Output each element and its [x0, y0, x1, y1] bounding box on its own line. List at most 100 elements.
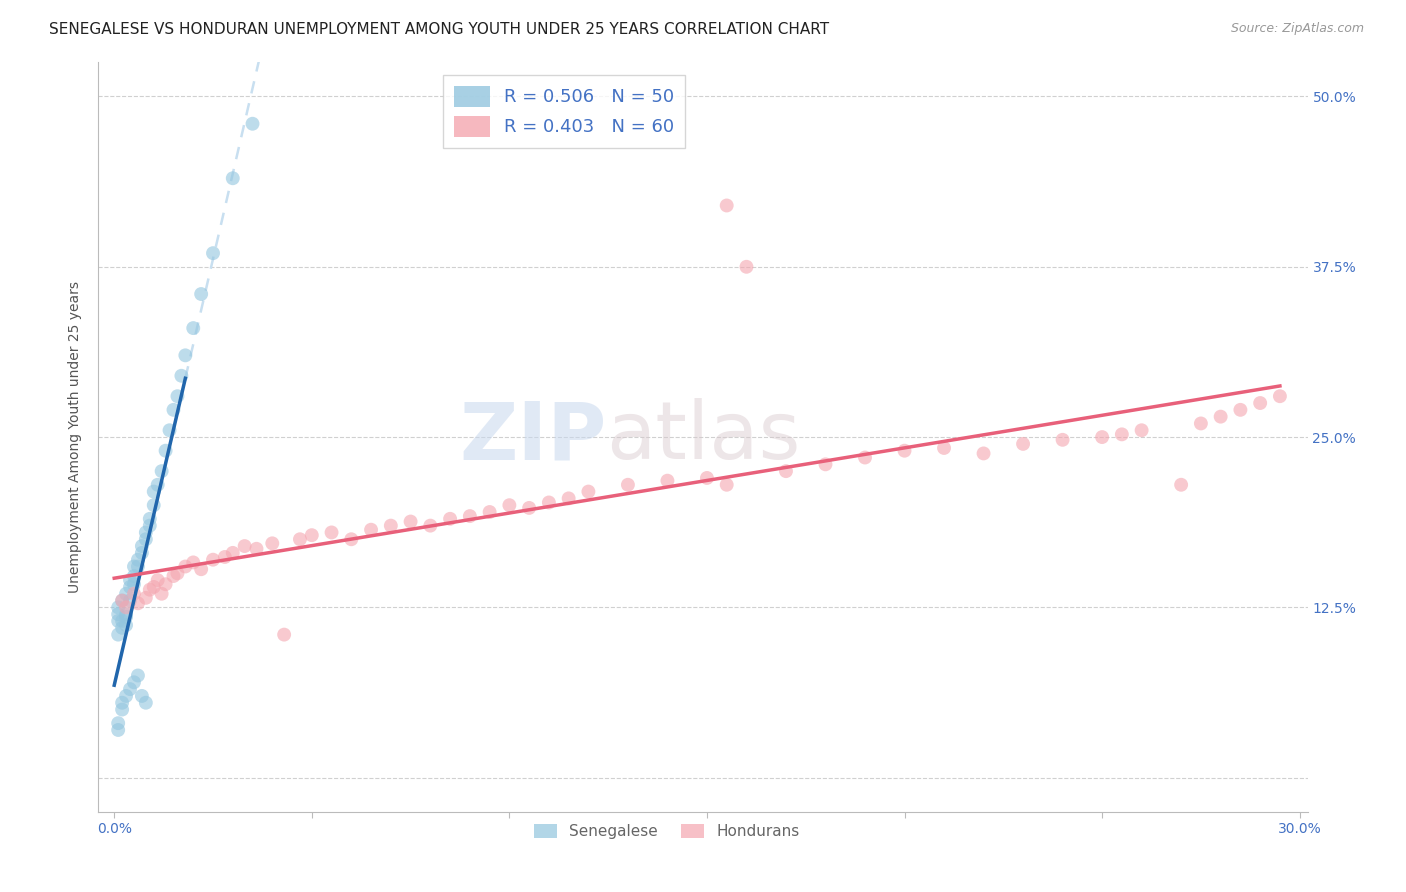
- Point: [107, 723, 129, 737]
- Point: [775, 464, 797, 478]
- Point: [111, 696, 134, 710]
- Point: [135, 696, 157, 710]
- Point: [127, 552, 149, 566]
- Legend: Senegalese, Hondurans: Senegalese, Hondurans: [529, 818, 806, 846]
- Point: [1091, 430, 1114, 444]
- Point: [150, 587, 173, 601]
- Point: [107, 600, 129, 615]
- Point: [1229, 402, 1251, 417]
- Point: [1209, 409, 1232, 424]
- Point: [557, 491, 579, 506]
- Point: [162, 402, 184, 417]
- Point: [262, 536, 284, 550]
- Point: [111, 621, 134, 635]
- Point: [166, 389, 188, 403]
- Point: [115, 600, 138, 615]
- Point: [181, 321, 204, 335]
- Point: [174, 559, 197, 574]
- Point: [419, 518, 441, 533]
- Point: [222, 546, 245, 560]
- Point: [111, 593, 134, 607]
- Point: [122, 675, 145, 690]
- Point: [111, 702, 134, 716]
- Point: [115, 587, 138, 601]
- Point: [127, 596, 149, 610]
- Point: [1249, 396, 1271, 410]
- Point: [1111, 427, 1133, 442]
- Point: [146, 477, 169, 491]
- Point: [131, 539, 153, 553]
- Point: [181, 556, 204, 570]
- Point: [478, 505, 501, 519]
- Point: [142, 498, 165, 512]
- Point: [973, 446, 995, 460]
- Point: [118, 593, 141, 607]
- Point: [233, 539, 256, 553]
- Y-axis label: Unemployment Among Youth under 25 years: Unemployment Among Youth under 25 years: [69, 281, 83, 593]
- Point: [657, 474, 679, 488]
- Point: [321, 525, 343, 540]
- Point: [122, 587, 145, 601]
- Point: [127, 668, 149, 682]
- Point: [139, 518, 162, 533]
- Point: [288, 533, 311, 547]
- Point: [399, 515, 422, 529]
- Point: [115, 610, 138, 624]
- Point: [576, 484, 599, 499]
- Point: [439, 512, 461, 526]
- Point: [1189, 417, 1212, 431]
- Point: [135, 591, 157, 605]
- Point: [174, 348, 197, 362]
- Point: [115, 607, 138, 622]
- Point: [735, 260, 758, 274]
- Point: [273, 627, 295, 641]
- Point: [716, 477, 738, 491]
- Point: [214, 549, 236, 564]
- Point: [122, 569, 145, 583]
- Point: [814, 458, 837, 472]
- Point: [146, 573, 169, 587]
- Point: [170, 368, 193, 383]
- Point: [107, 716, 129, 731]
- Point: [380, 518, 402, 533]
- Point: [155, 577, 177, 591]
- Point: [458, 509, 481, 524]
- Point: [498, 498, 520, 512]
- Point: [517, 500, 540, 515]
- Point: [155, 443, 177, 458]
- Point: [135, 525, 157, 540]
- Point: [115, 618, 138, 632]
- Point: [1052, 433, 1074, 447]
- Point: [893, 443, 915, 458]
- Point: [159, 423, 181, 437]
- Point: [142, 580, 165, 594]
- Point: [222, 171, 245, 186]
- Point: [190, 562, 212, 576]
- Point: [166, 566, 188, 581]
- Point: [111, 593, 134, 607]
- Point: [122, 559, 145, 574]
- Text: ZIP: ZIP: [458, 398, 606, 476]
- Point: [202, 552, 225, 566]
- Point: [142, 484, 165, 499]
- Point: [118, 573, 141, 587]
- Point: [107, 627, 129, 641]
- Point: [162, 569, 184, 583]
- Point: [617, 477, 640, 491]
- Point: [139, 582, 162, 597]
- Point: [202, 246, 225, 260]
- Point: [932, 441, 955, 455]
- Point: [340, 533, 363, 547]
- Point: [150, 464, 173, 478]
- Point: [111, 614, 134, 628]
- Point: [118, 682, 141, 697]
- Point: [245, 541, 267, 556]
- Point: [853, 450, 876, 465]
- Point: [537, 495, 560, 509]
- Text: SENEGALESE VS HONDURAN UNEMPLOYMENT AMONG YOUTH UNDER 25 YEARS CORRELATION CHART: SENEGALESE VS HONDURAN UNEMPLOYMENT AMON…: [49, 22, 830, 37]
- Point: [127, 559, 149, 574]
- Point: [716, 198, 738, 212]
- Point: [107, 607, 129, 622]
- Point: [122, 577, 145, 591]
- Point: [242, 117, 264, 131]
